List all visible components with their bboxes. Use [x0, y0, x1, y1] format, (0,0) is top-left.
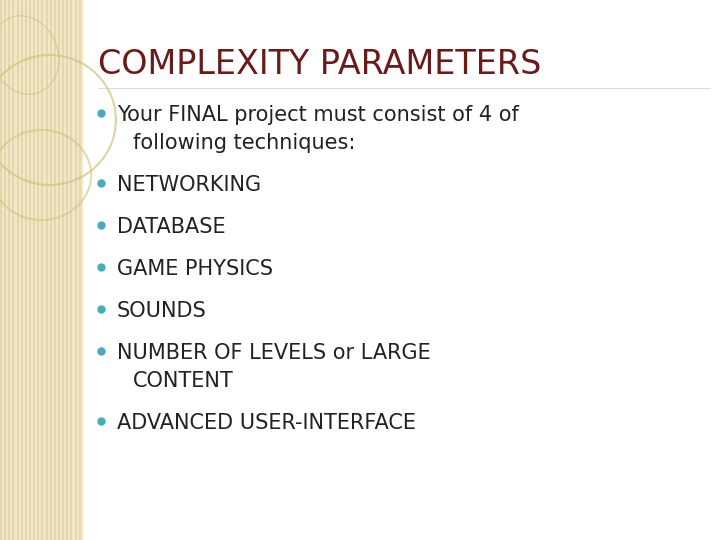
Bar: [17, 0, 19, 540]
Bar: [14, 0, 17, 540]
Bar: [12, 0, 14, 540]
Bar: [73, 0, 74, 540]
Text: GAME PHYSICS: GAME PHYSICS: [117, 259, 273, 279]
Bar: [35, 0, 37, 540]
Bar: [78, 0, 81, 540]
Bar: [52, 0, 54, 540]
Bar: [81, 0, 83, 540]
Bar: [56, 0, 58, 540]
Bar: [50, 0, 52, 540]
Bar: [37, 0, 40, 540]
Bar: [40, 0, 42, 540]
Bar: [10, 0, 12, 540]
Bar: [54, 0, 56, 540]
Text: NETWORKING: NETWORKING: [117, 175, 261, 195]
Bar: [64, 0, 66, 540]
Text: Your FINAL project must consist of 4 of: Your FINAL project must consist of 4 of: [117, 105, 518, 125]
Bar: [33, 0, 35, 540]
Bar: [48, 0, 50, 540]
Bar: [58, 0, 60, 540]
Text: CONTENT: CONTENT: [132, 371, 233, 391]
Bar: [43, 0, 45, 540]
Bar: [0, 0, 2, 540]
Bar: [42, 0, 43, 540]
Bar: [29, 0, 31, 540]
Text: ADVANCED USER-INTERFACE: ADVANCED USER-INTERFACE: [117, 413, 416, 433]
Bar: [45, 0, 48, 540]
Bar: [75, 0, 76, 540]
Bar: [60, 0, 62, 540]
Bar: [6, 0, 9, 540]
Bar: [19, 0, 21, 540]
Bar: [27, 0, 29, 540]
Bar: [71, 0, 73, 540]
Bar: [76, 0, 78, 540]
Bar: [4, 0, 6, 540]
Bar: [9, 0, 10, 540]
Text: DATABASE: DATABASE: [117, 217, 225, 237]
Bar: [2, 0, 4, 540]
Bar: [21, 0, 23, 540]
Text: NUMBER OF LEVELS or LARGE: NUMBER OF LEVELS or LARGE: [117, 343, 431, 363]
Text: COMPLEXITY PARAMETERS: COMPLEXITY PARAMETERS: [98, 48, 541, 81]
Bar: [62, 0, 64, 540]
Bar: [66, 0, 68, 540]
Bar: [0, 0, 83, 540]
Bar: [68, 0, 71, 540]
Bar: [31, 0, 33, 540]
Bar: [23, 0, 24, 540]
Text: SOUNDS: SOUNDS: [117, 301, 207, 321]
Text: following techniques:: following techniques:: [132, 133, 355, 153]
Bar: [24, 0, 27, 540]
